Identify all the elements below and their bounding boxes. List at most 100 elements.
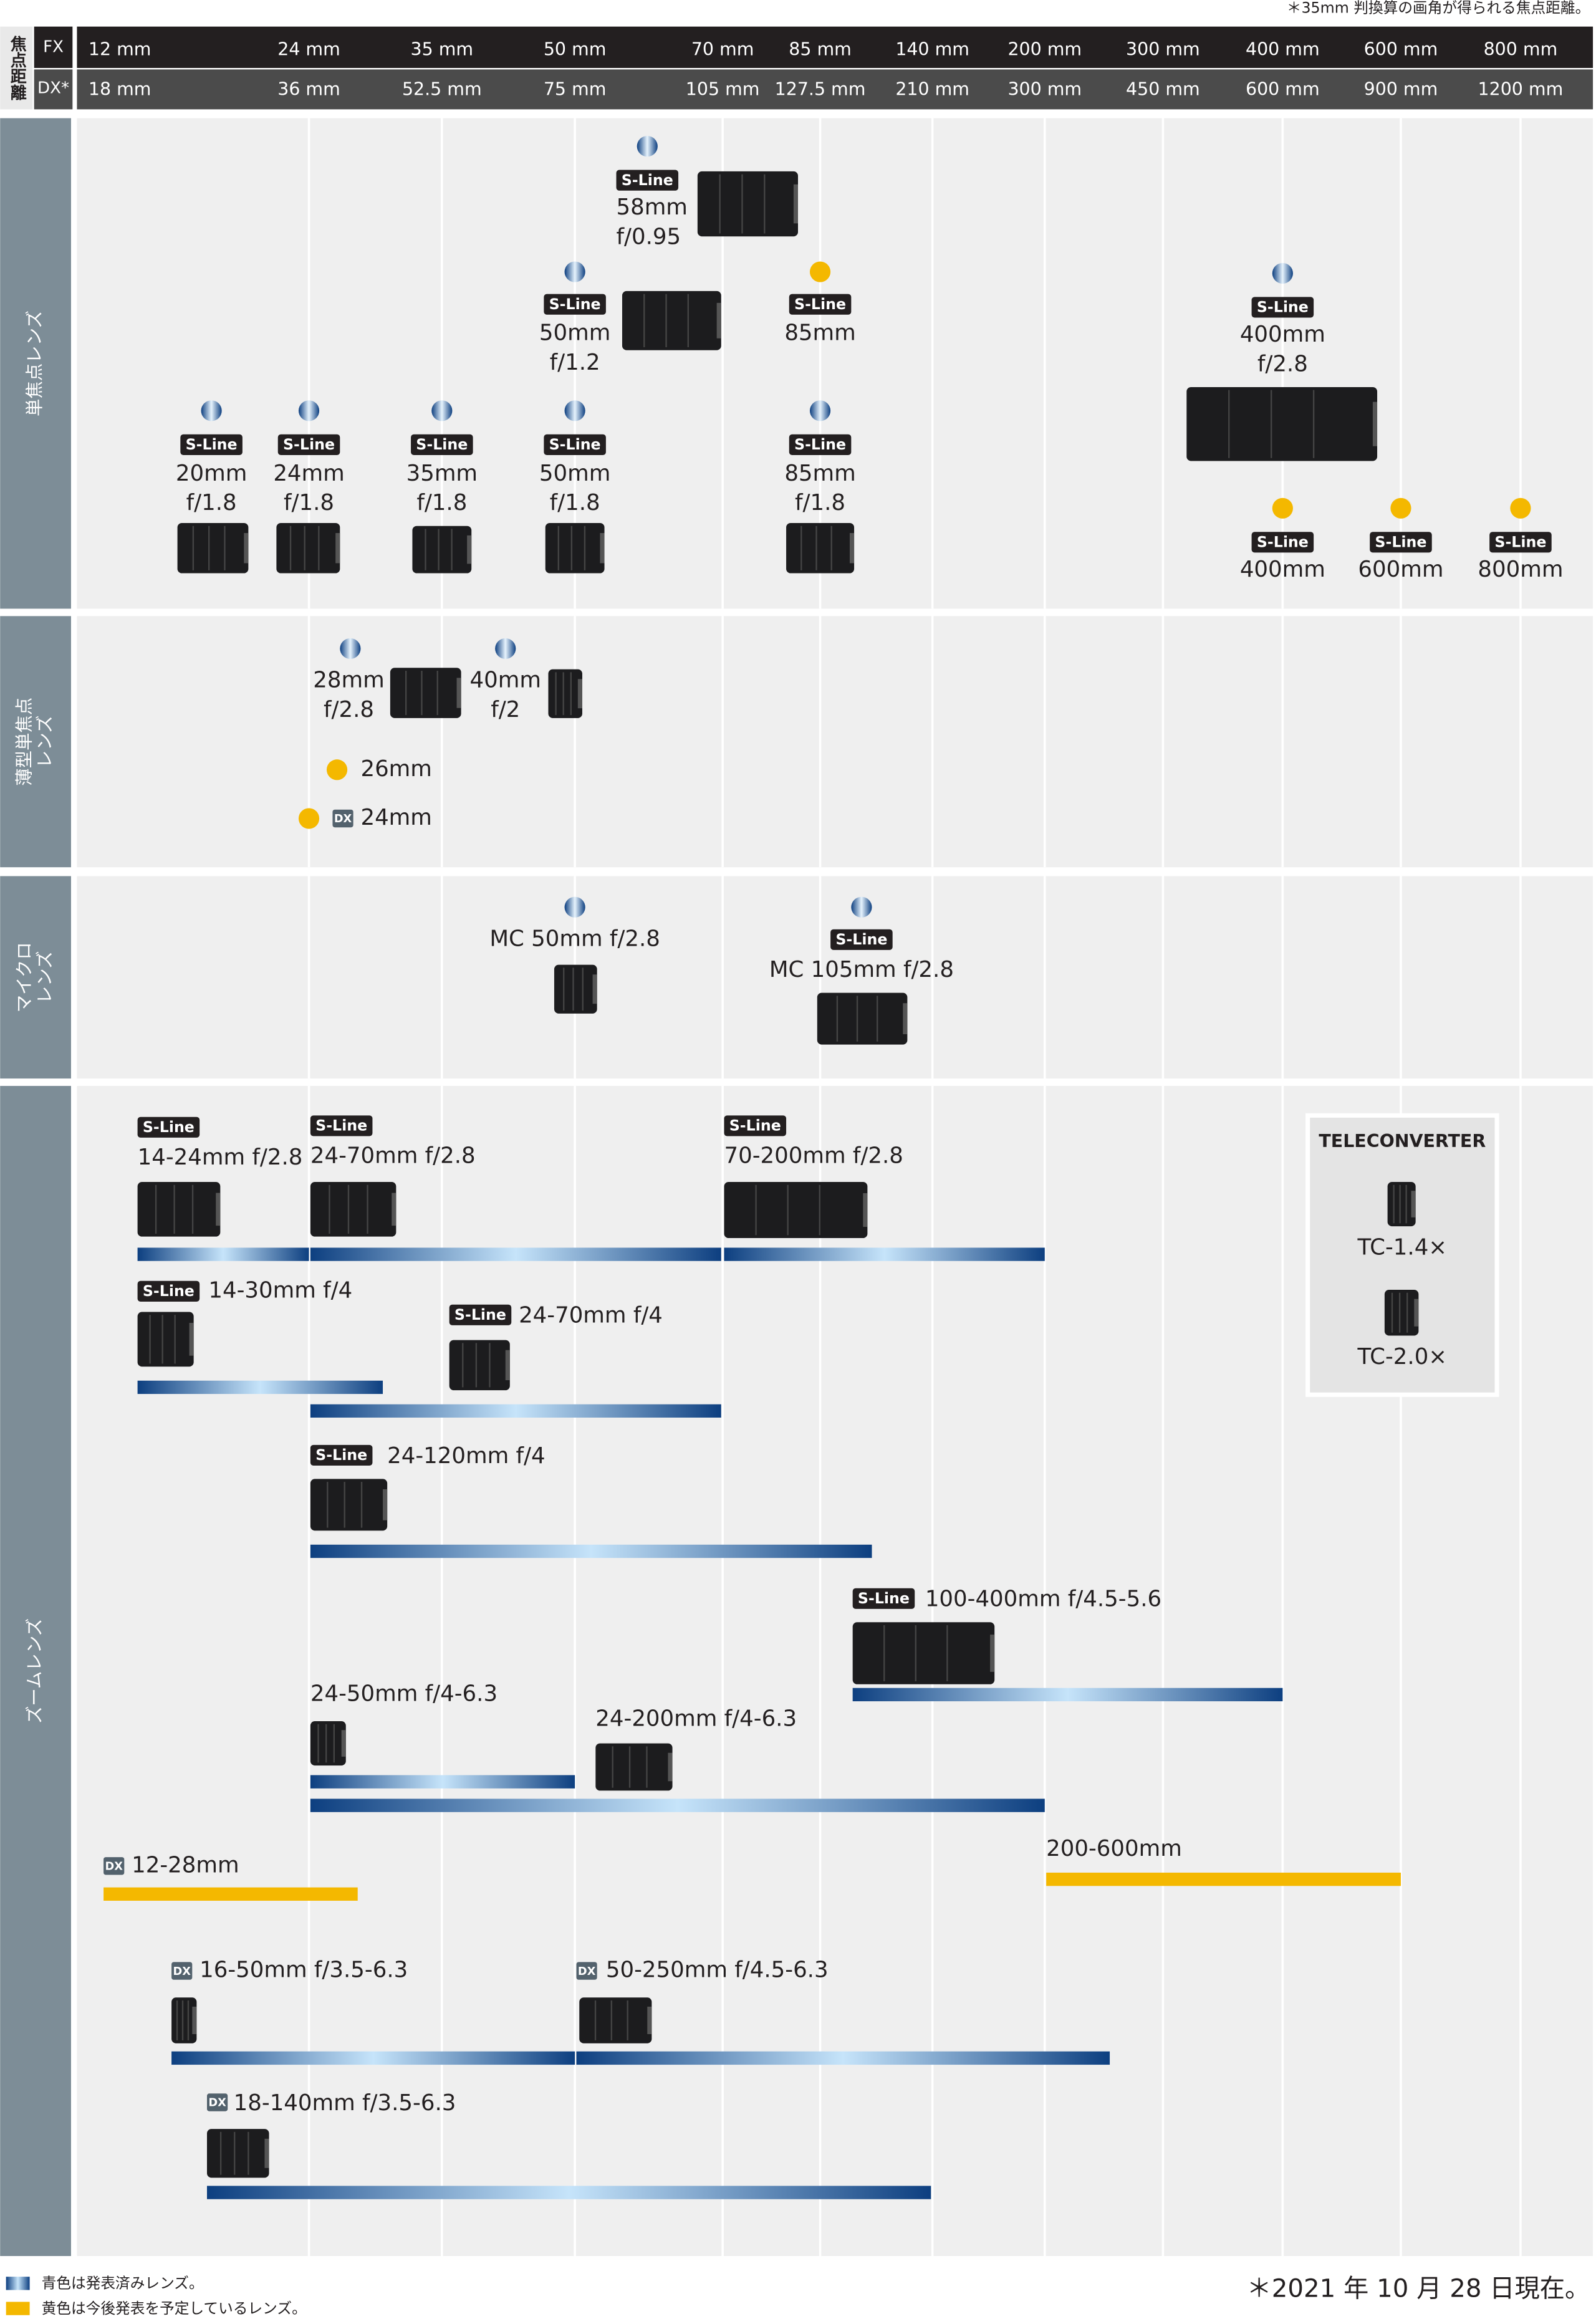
lens-name: 24-70mm f/4 <box>519 1303 663 1328</box>
s-line-badge <box>830 929 893 950</box>
dx-badge-label: DX <box>578 1966 596 1978</box>
section-label: 薄型単焦点 <box>14 698 34 786</box>
lens-image <box>1186 387 1378 461</box>
s-line-badge <box>1251 297 1314 318</box>
dx-label-box <box>34 69 73 110</box>
s-line-badge <box>852 1588 915 1609</box>
lens-name: 800mm <box>1478 557 1563 582</box>
lens-name: 20mm <box>176 461 247 486</box>
status-dot <box>809 261 831 282</box>
legend-swatch <box>6 2277 30 2290</box>
teleconverter-name: TC-2.0× <box>1357 1344 1448 1370</box>
focal-range-bar <box>310 1404 721 1418</box>
s-line-badge <box>411 434 473 455</box>
lens-mount <box>716 302 721 339</box>
s-line-label: S-Line <box>858 1590 910 1607</box>
s-line-badge <box>1251 532 1314 553</box>
s-line-label: S-Line <box>549 295 601 313</box>
lens-name: 58mm <box>616 194 687 220</box>
fx-focal-label: 300 mm <box>1126 39 1200 60</box>
status-dot <box>1390 497 1411 519</box>
lens-image <box>310 1479 388 1531</box>
focal-range-bar <box>310 1247 721 1261</box>
lens-mount <box>1414 1299 1419 1327</box>
lens-image <box>548 669 582 718</box>
lens-name: 28mm <box>313 668 384 693</box>
lens-name: 14-24mm f/2.8 <box>138 1145 303 1170</box>
dx-focal-label: 36 mm <box>277 79 340 100</box>
lens-name: MC 50mm f/2.8 <box>489 926 660 951</box>
dx-badge-label: DX <box>105 1860 123 1873</box>
lens-name: 14-30mm f/4 <box>208 1277 352 1303</box>
lens-mount <box>903 1003 908 1034</box>
dx-focal-label: 75 mm <box>544 79 607 100</box>
focal-range-bar <box>310 1798 1045 1812</box>
legend-label: 青色は発表済みレンズ。 <box>42 2275 204 2292</box>
section-label: レンズ <box>35 715 55 768</box>
section-label-box <box>0 616 71 868</box>
lens-mount <box>264 2138 269 2168</box>
section-label-box <box>0 1085 71 2256</box>
lens-mount <box>192 2006 197 2035</box>
focal-note: ＊35mm 判換算の画角が得られる焦点距離。 <box>1287 0 1590 17</box>
status-dot <box>431 400 453 421</box>
dx-label: DX* <box>37 79 69 98</box>
fx-focal-label: 200 mm <box>1007 39 1082 60</box>
dx-badge-label: DX <box>173 1966 191 1978</box>
lens-name: 24-120mm f/4 <box>387 1443 545 1469</box>
dx-focal-label: 300 mm <box>1007 79 1082 100</box>
dx-badge-label: DX <box>208 2097 226 2110</box>
status-dot <box>340 638 361 660</box>
status-dot <box>564 261 585 282</box>
status-dot <box>637 136 658 157</box>
dx-focal-label: 18 mm <box>89 79 151 100</box>
fx-focal-label: 800 mm <box>1484 39 1558 60</box>
lens-image <box>1384 1290 1419 1336</box>
s-line-label: S-Line <box>143 1118 195 1136</box>
s-line-label: S-Line <box>454 1306 506 1323</box>
lens-image <box>817 992 908 1045</box>
lens-mount <box>990 1635 995 1672</box>
status-dot <box>851 896 872 918</box>
status-dot <box>564 896 585 918</box>
status-dot <box>326 759 348 780</box>
lens-mount <box>467 535 472 564</box>
s-line-label: S-Line <box>186 436 238 453</box>
lens-name: f/1.8 <box>795 490 845 516</box>
s-line-label: S-Line <box>143 1282 195 1300</box>
fx-focal-label: 85 mm <box>789 39 852 60</box>
fx-focal-label: 140 mm <box>895 39 969 60</box>
lens-mount <box>863 1193 868 1227</box>
s-line-label: S-Line <box>416 436 468 453</box>
fx-focal-label: 24 mm <box>277 39 340 60</box>
fx-focal-label: 12 mm <box>89 39 151 60</box>
s-line-badge <box>137 1280 200 1302</box>
date-note: ＊2021 年 10 月 28 日現在。 <box>1247 2274 1590 2303</box>
lens-mount <box>505 1350 510 1381</box>
focal-range-bar <box>310 1775 575 1789</box>
lens-name: 85mm <box>784 461 855 486</box>
lens-image <box>137 1312 194 1367</box>
lens-name: 24-70mm f/2.8 <box>310 1143 476 1169</box>
s-line-label: S-Line <box>283 436 335 453</box>
lens-name: f/2 <box>491 697 520 723</box>
s-line-label: S-Line <box>622 171 673 189</box>
lens-name: 70-200mm f/2.8 <box>724 1143 903 1169</box>
lens-name: 40mm <box>470 668 541 693</box>
s-line-badge <box>137 1116 200 1138</box>
lens-image <box>595 1743 673 1791</box>
status-dot <box>298 400 320 421</box>
lens-mount <box>189 1323 194 1356</box>
fx-focal-label: 70 mm <box>691 39 754 60</box>
lens-name: MC 105mm f/2.8 <box>769 957 954 982</box>
s-line-badge <box>1489 532 1552 553</box>
lens-image <box>1387 1181 1416 1227</box>
s-line-label: S-Line <box>1257 533 1309 550</box>
dx-focal-label: 105 mm <box>686 79 760 100</box>
s-line-label: S-Line <box>729 1117 781 1135</box>
status-dot <box>1272 497 1293 519</box>
lens-image <box>207 2129 269 2178</box>
focal-range-bar <box>724 1247 1045 1261</box>
section-label-box <box>0 118 71 609</box>
status-dot <box>564 400 585 421</box>
